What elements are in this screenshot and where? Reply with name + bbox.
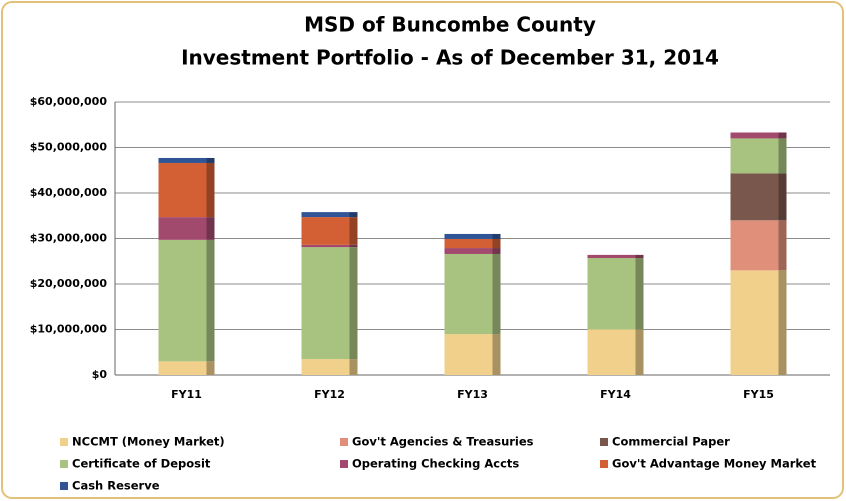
legend-swatch: [340, 460, 348, 468]
legend-label: Certificate of Deposit: [72, 457, 211, 471]
chart-title: MSD of Buncombe County: [304, 13, 596, 37]
bar-segment-side: [635, 254, 644, 259]
bar-segment: [158, 217, 207, 240]
bar-segment: [444, 253, 493, 335]
legend-label: Commercial Paper: [612, 435, 730, 449]
bar-segment: [444, 334, 493, 375]
bar-segment-side: [778, 173, 787, 221]
bar-segment-side: [778, 220, 787, 271]
legend-swatch: [60, 482, 68, 490]
bar-segment-side: [349, 247, 358, 360]
bar-segment-side: [492, 238, 501, 249]
bar-segment: [587, 258, 636, 330]
bar-segment: [587, 254, 636, 259]
bar-segment-side: [778, 132, 787, 139]
y-tick-label: $10,000,000: [30, 323, 108, 336]
bar-segment: [301, 359, 350, 375]
x-tick-label: FY11: [171, 388, 202, 401]
bar-segment-side: [206, 217, 215, 240]
bar-segment-side: [635, 258, 644, 330]
bar-segment-side: [492, 253, 501, 335]
bar-segment: [444, 248, 493, 254]
legend-label: Gov't Agencies & Treasuries: [352, 435, 534, 449]
y-tick-label: $0: [92, 368, 108, 381]
legend-swatch: [60, 460, 68, 468]
bar-segment: [730, 173, 779, 221]
legend-swatch: [60, 438, 68, 446]
bar-segment: [301, 244, 350, 248]
bar-segment: [444, 233, 493, 239]
bar-segment-side: [349, 359, 358, 375]
legend-swatch: [600, 460, 608, 468]
bar-segment-side: [349, 244, 358, 248]
legend-label: Operating Checking Accts: [352, 457, 519, 471]
y-tick-label: $20,000,000: [30, 277, 108, 290]
bar-segment: [587, 329, 636, 375]
bar-segment: [730, 220, 779, 271]
bar-segment: [158, 157, 207, 163]
bar-segment-side: [778, 138, 787, 174]
x-tick-label: FY14: [600, 388, 631, 401]
bar-segment: [730, 132, 779, 139]
bar-segment-side: [206, 361, 215, 375]
y-tick-label: $50,000,000: [30, 141, 108, 154]
bar-segment-side: [778, 270, 787, 375]
legend-label: Cash Reserve: [72, 479, 160, 493]
bar-segment: [301, 217, 350, 245]
bar-segment: [444, 238, 493, 249]
bar-segment: [158, 361, 207, 375]
bar-segment-side: [349, 217, 358, 245]
bar-segment-side: [492, 334, 501, 375]
bar-segment-side: [206, 162, 215, 218]
bar-segment: [730, 138, 779, 174]
bar-segment-side: [206, 239, 215, 362]
x-tick-label: FY15: [743, 388, 774, 401]
x-tick-label: FY13: [457, 388, 488, 401]
bar-segment: [730, 270, 779, 375]
bar-segment-side: [635, 329, 644, 375]
bar-segment: [301, 247, 350, 360]
legend-label: Gov't Advantage Money Market: [612, 457, 817, 471]
legend-swatch: [340, 438, 348, 446]
bar-segment-side: [349, 212, 358, 218]
y-tick-label: $30,000,000: [30, 232, 108, 245]
bar-segment: [158, 162, 207, 218]
legend-swatch: [600, 438, 608, 446]
bar-segment: [158, 239, 207, 362]
x-tick-label: FY12: [314, 388, 345, 401]
bar-segment-side: [492, 233, 501, 239]
bar-segment: [301, 212, 350, 218]
chart-subtitle: Investment Portfolio - As of December 31…: [181, 46, 719, 70]
bar-segment-side: [206, 157, 215, 163]
y-tick-label: $40,000,000: [30, 186, 108, 199]
legend-label: NCCMT (Money Market): [72, 435, 225, 449]
bar-segment-side: [492, 248, 501, 254]
y-tick-label: $60,000,000: [30, 95, 108, 108]
